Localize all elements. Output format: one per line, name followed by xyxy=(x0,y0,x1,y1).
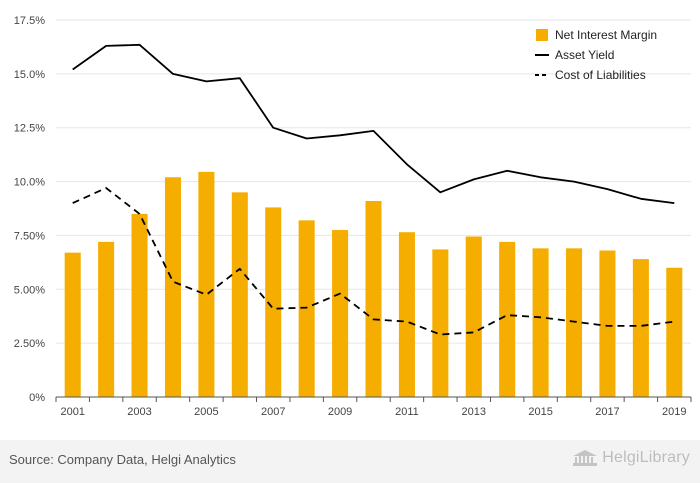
logo-text: HelgiLibrary xyxy=(602,449,690,466)
y-tick-label: 0% xyxy=(29,392,45,404)
legend-swatch xyxy=(536,29,548,41)
x-tick-label: 2005 xyxy=(194,406,218,418)
x-tick-label: 2013 xyxy=(462,406,486,418)
y-tick-label: 15.0% xyxy=(14,69,45,81)
y-tick-label: 10.0% xyxy=(14,177,45,189)
legend-item: Asset Yield xyxy=(535,48,614,62)
footer: Source: Company Data, Helgi Analytics He… xyxy=(0,440,700,483)
x-tick-label: 2009 xyxy=(328,406,352,418)
legend-label: Net Interest Margin xyxy=(555,28,657,42)
bar-2012 xyxy=(432,249,449,397)
bar-2017 xyxy=(599,250,616,397)
chart-svg: 0% 2.50% 5.00% 7.50% 10.0% 12.5% 15.0% 17.5% 20… xyxy=(14,15,692,418)
bar-2018 xyxy=(632,259,649,397)
x-tick-label: 2015 xyxy=(528,406,552,418)
y-tick-label: 12.5% xyxy=(14,123,45,135)
legend-label: Asset Yield xyxy=(555,48,614,62)
legend-label: Cost of Liabilities xyxy=(555,68,646,82)
y-tick-label: 17.5% xyxy=(14,15,45,27)
bar-2010 xyxy=(365,200,382,397)
library-building-icon xyxy=(573,450,598,466)
y-tick-label: 5.00% xyxy=(14,284,45,296)
line-series xyxy=(72,43,675,336)
bar-2016 xyxy=(566,248,583,397)
bar-2008 xyxy=(298,220,315,397)
x-tick-label: 2007 xyxy=(261,406,285,418)
source-note: Source: Company Data, Helgi Analytics xyxy=(9,452,236,467)
plot-area: 0% 2.50% 5.00% 7.50% 10.0% 12.5% 15.0% 17.5% 20… xyxy=(14,15,692,418)
bar-series xyxy=(64,171,683,397)
legend-item: Net Interest Margin xyxy=(536,28,657,42)
bar-2007 xyxy=(265,207,282,397)
bar-2004 xyxy=(164,177,181,397)
bar-2014 xyxy=(499,241,516,397)
bar-2005 xyxy=(198,171,215,397)
y-tick-label: 7.50% xyxy=(14,230,45,242)
x-tick-label: 2003 xyxy=(127,406,151,418)
bar-2009 xyxy=(332,230,349,397)
bar-2011 xyxy=(398,232,415,397)
bar-2006 xyxy=(231,192,248,397)
x-tick-label: 2011 xyxy=(395,406,419,418)
bar-2002 xyxy=(98,241,115,397)
bar-2003 xyxy=(131,213,148,397)
y-tick-label: 2.50% xyxy=(14,338,45,350)
x-tick-label: 2019 xyxy=(662,406,686,418)
asset-yield-line xyxy=(72,43,675,204)
bar-2001 xyxy=(64,252,81,397)
helgi-library-logo: HelgiLibrary xyxy=(572,448,690,468)
x-tick-label: 2001 xyxy=(60,406,84,418)
legend-item: Cost of Liabilities xyxy=(535,68,646,82)
y-axis-ticks: 0% 2.50% 5.00% 7.50% 10.0% 12.5% 15.0% 17.5% xyxy=(14,15,45,404)
cost-of-liabilities-line xyxy=(72,187,675,336)
bar-2013 xyxy=(465,236,482,397)
legend: Net Interest Margin Asset Yield Cost of Li… xyxy=(535,28,657,82)
bar-2015 xyxy=(532,248,549,397)
x-tick-label: 2017 xyxy=(595,406,619,418)
x-axis: 2001 2003 2005 2007 2009 2011 2013 2015 2017 2019 xyxy=(55,396,692,418)
bar-2019 xyxy=(666,267,683,397)
